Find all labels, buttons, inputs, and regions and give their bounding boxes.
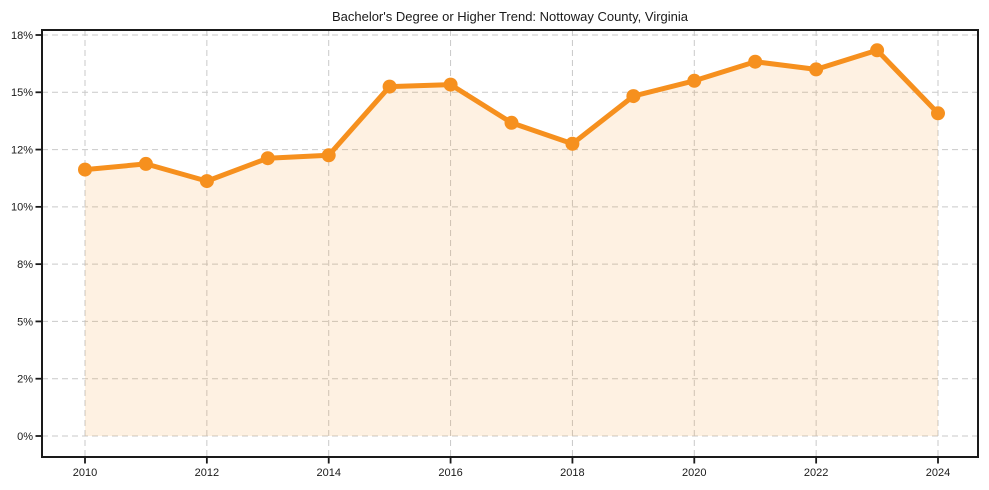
x-tick-label: 2022 [804,467,828,479]
data-point-2015 [382,79,397,94]
y-tick-label: 5% [17,316,33,328]
data-point-2016 [443,77,458,92]
x-tick-label: 2012 [195,467,219,479]
grid-layer [42,30,978,457]
data-point-2014 [321,148,336,163]
x-tick-label: 2018 [560,467,584,479]
y-tick-label: 0% [17,431,33,443]
y-tick-label: 15% [11,87,33,99]
data-point-2012 [199,174,214,189]
x-tick-label: 2016 [438,467,462,479]
plot-border [41,29,979,458]
x-tick-label: 2010 [73,467,97,479]
data-point-2018 [565,136,580,151]
data-point-2021 [748,54,763,69]
data-point-2024 [931,106,945,121]
y-tick-label: 2% [17,374,33,386]
data-point-2022 [809,62,824,77]
y-tick-label: 8% [17,259,33,271]
area-fill-layer [85,50,938,437]
data-point-2010 [78,162,92,177]
y-tick-label: 10% [11,202,33,214]
chart-title: Bachelor's Degree or Higher Trend: Notto… [332,9,689,24]
area-fill [85,50,938,437]
data-point-2019 [626,89,641,104]
data-point-2011 [138,156,153,171]
data-point-2023 [870,43,885,58]
series-layer [78,43,945,189]
data-point-2017 [504,115,519,130]
x-tick-label: 2024 [926,467,950,479]
x-tick-label: 2014 [316,467,340,479]
tick-label-layer: 18% 15% 12% 10% 8% 5% 2% 0% 2010 2012 2014 2016 2018… [11,30,950,479]
axes-layer [35,29,979,464]
x-tick-label: 2020 [682,467,706,479]
y-tick-label: 12% [11,144,33,156]
data-point-2013 [260,151,275,166]
data-point-2020 [687,73,702,88]
y-tick-label: 18% [11,30,33,42]
